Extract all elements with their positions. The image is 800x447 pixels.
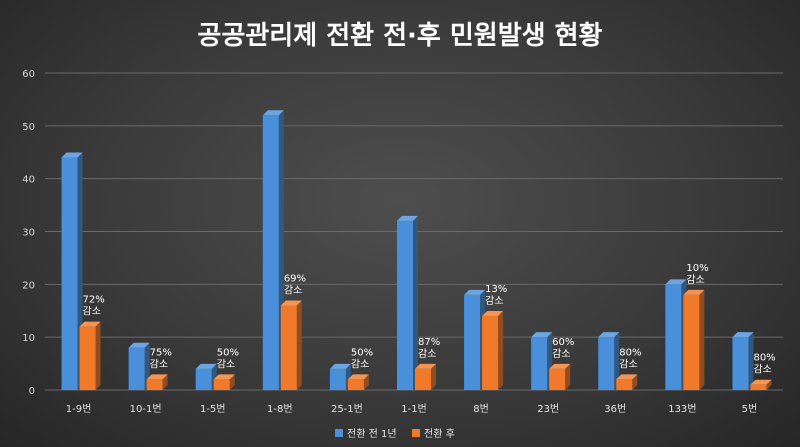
annotation-percent: 80% — [753, 353, 775, 364]
annotation-word: 감소 — [686, 274, 704, 286]
bar-before — [732, 332, 754, 390]
annotation-percent: 13% — [485, 284, 507, 295]
bar-after — [280, 300, 302, 390]
bar-after — [415, 363, 436, 390]
annotation-word: 감소 — [83, 306, 101, 318]
annotation-percent: 60% — [552, 337, 574, 348]
y-tick-label: 30 — [22, 228, 35, 239]
y-tick-label: 50 — [22, 122, 35, 133]
annotation-word: 감소 — [753, 364, 771, 376]
chart-title: 공공관리제 전환 전·후 민원발생 현황 — [198, 21, 603, 51]
x-tick-label: 1-8번 — [267, 403, 293, 415]
bar-after — [347, 374, 369, 390]
x-tick-label: 23번 — [537, 403, 559, 415]
bar-after — [482, 311, 504, 390]
y-tick-label: 20 — [22, 280, 35, 291]
y-tick-label: 0 — [29, 386, 35, 397]
bar-before — [464, 289, 486, 390]
bar-before — [531, 332, 553, 390]
x-tick-label: 5번 — [742, 403, 758, 415]
y-tick-label: 10 — [22, 333, 35, 344]
bar-before — [329, 363, 351, 390]
x-tick-label: 25-1번 — [331, 403, 363, 415]
legend-swatch-before — [335, 429, 343, 437]
y-tick-label: 60 — [22, 69, 35, 80]
bar-before — [397, 215, 418, 390]
bar-before — [128, 342, 150, 390]
legend-swatch-after — [412, 429, 420, 437]
annotation-word: 감소 — [284, 284, 302, 296]
bar-after — [146, 374, 168, 390]
legend-label-after: 전환 후 — [424, 428, 455, 440]
x-tick-label: 10-1번 — [130, 403, 162, 415]
annotation-word: 감소 — [552, 348, 570, 360]
annotation-word: 감소 — [485, 295, 503, 307]
bar-before — [61, 152, 83, 390]
x-tick-label: 1-5번 — [200, 403, 226, 415]
annotation-word: 감소 — [150, 358, 168, 370]
bar-before — [262, 110, 284, 391]
bar-after — [616, 374, 638, 390]
legend: 전환 전 1년 전환 후 — [335, 428, 455, 440]
annotation-word: 감소 — [619, 358, 637, 370]
bar-after — [79, 321, 101, 390]
x-tick-label: 36번 — [604, 403, 626, 415]
annotation-percent: 10% — [686, 263, 708, 274]
bar-after — [750, 379, 772, 390]
annotation-percent: 50% — [351, 347, 373, 358]
annotation-percent: 50% — [217, 347, 239, 358]
annotation-percent: 69% — [284, 273, 306, 284]
annotation-word: 감소 — [217, 358, 235, 370]
bar-after — [683, 289, 705, 390]
annotation-word: 감소 — [418, 348, 436, 360]
annotation-percent: 72% — [83, 295, 105, 306]
annotation-percent: 80% — [619, 347, 641, 358]
bars — [61, 110, 772, 391]
x-tick-label: 133번 — [668, 403, 696, 415]
bar-before — [195, 363, 217, 390]
bar-after — [213, 374, 235, 390]
y-tick-label: 40 — [22, 175, 35, 186]
x-tick-label: 1-9번 — [66, 403, 92, 415]
labels: 01020304050601-9번72%감소10-1번75%감소1-5번50%감… — [22, 69, 775, 415]
annotation-percent: 87% — [418, 337, 440, 348]
legend-label-before: 전환 전 1년 — [347, 428, 397, 440]
annotation-word: 감소 — [351, 358, 369, 370]
bar-before — [598, 332, 620, 390]
x-tick-label: 1-1번 — [401, 403, 427, 415]
annotation-percent: 75% — [150, 347, 172, 358]
x-tick-label: 8번 — [473, 403, 489, 415]
bar-before — [665, 279, 687, 390]
bar-after — [549, 363, 571, 390]
